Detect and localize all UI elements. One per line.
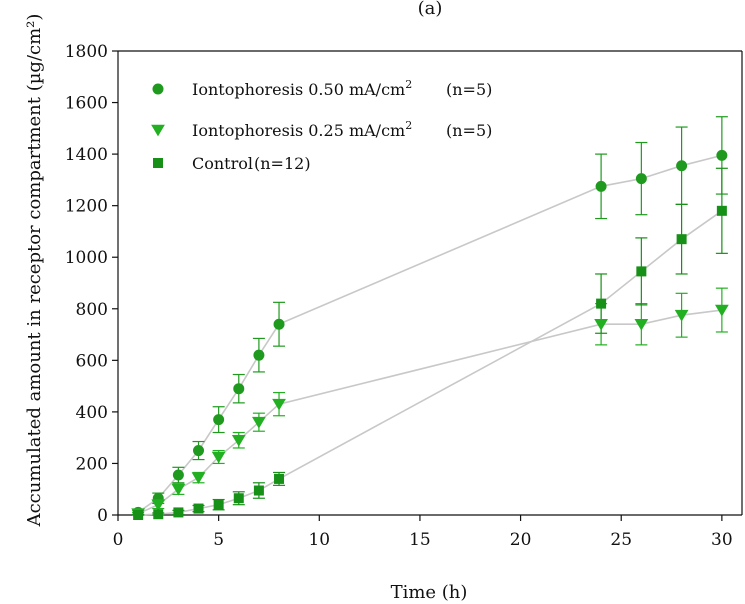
plot-area: 0 5 10 15 20 25 30 0 200 400 600 800 1000 1200 1400 16… <box>65 42 743 550</box>
legend-label-main: Control <box>192 154 253 173</box>
legend: Iontophoresis 0.50 mA/cm2 (n=5)Iontophore… <box>151 78 492 173</box>
y-tick-label: 1400 <box>65 145 108 165</box>
legend-label: Control <box>192 154 253 173</box>
data-point-series-2 <box>191 472 206 485</box>
data-point-series-2 <box>211 451 226 464</box>
data-point-series-1 <box>595 180 607 192</box>
data-point-series-3 <box>716 205 727 216</box>
data-point-series-3 <box>213 499 224 510</box>
data-point-series-1 <box>273 318 285 330</box>
data-point-series-1 <box>676 160 688 172</box>
data-point-series-2 <box>151 499 166 512</box>
y-tick-label: 1600 <box>65 94 108 114</box>
legend-label-superscript: 2 <box>405 119 412 132</box>
y-tick-label: 600 <box>76 351 108 371</box>
data-point-series-2 <box>634 318 649 331</box>
data-point-series-3 <box>133 510 144 520</box>
data-point-series-3 <box>233 493 244 504</box>
data-point-series-2 <box>252 416 266 429</box>
x-axis-ticks: 0 5 10 15 20 25 30 <box>113 515 733 550</box>
data-point-series-1 <box>233 383 245 395</box>
y-tick-label: 0 <box>97 506 108 526</box>
y-tick-label: 1800 <box>65 42 108 62</box>
legend-label-main: Iontophoresis 0.50 mA/cm <box>192 80 405 99</box>
data-point-series-1 <box>253 349 265 361</box>
legend-n-label: (n=12) <box>254 154 311 173</box>
data-point-series-2 <box>231 434 246 447</box>
legend-item: Iontophoresis 0.50 mA/cm2 (n=5) <box>152 78 492 99</box>
legend-n-label: (n=5) <box>446 121 492 140</box>
legend-marker-icon <box>153 158 163 168</box>
data-point-series-1 <box>213 414 225 426</box>
x-tick-label: 0 <box>113 530 124 550</box>
series-line-3 <box>138 210 723 516</box>
series-lines <box>137 154 723 516</box>
data-point-series-3 <box>153 509 164 520</box>
x-tick-label: 30 <box>711 530 733 550</box>
x-tick-label: 25 <box>610 530 632 550</box>
legend-item: Iontophoresis 0.25 mA/cm2 (n=5) <box>151 119 492 140</box>
series-line-1 <box>137 154 723 514</box>
data-point-series-1 <box>635 173 647 185</box>
data-point-series-1 <box>716 149 728 161</box>
x-axis-title: Time (h) <box>391 582 468 603</box>
data-point-series-3 <box>274 473 285 484</box>
data-point-series-2 <box>714 304 729 317</box>
legend-item: Control (n=12) <box>153 154 311 173</box>
data-point-series-2 <box>171 483 186 496</box>
y-tick-label: 200 <box>76 454 108 474</box>
legend-label-superscript: 2 <box>405 78 412 91</box>
x-tick-label: 10 <box>308 530 330 550</box>
legend-n-label: (n=5) <box>446 80 492 99</box>
panel-label: (a) <box>418 0 443 19</box>
data-point-series-3 <box>193 503 204 514</box>
y-axis-ticks: 0 200 400 600 800 1000 1200 1400 1600 1800 <box>65 42 118 526</box>
data-point-series-1 <box>172 469 184 481</box>
y-tick-label: 400 <box>76 403 108 423</box>
x-tick-label: 20 <box>510 530 532 550</box>
data-point-series-1 <box>193 445 205 457</box>
legend-marker-icon <box>152 83 164 95</box>
data-point-series-2 <box>594 318 608 331</box>
data-markers <box>131 149 729 521</box>
legend-marker-icon <box>151 124 165 137</box>
data-point-series-3 <box>173 507 184 518</box>
y-tick-label: 800 <box>76 300 108 320</box>
data-point-series-2 <box>674 309 689 322</box>
data-point-series-3 <box>676 234 687 245</box>
data-point-series-2 <box>272 398 286 411</box>
x-tick-label: 5 <box>213 530 224 550</box>
data-point-series-3 <box>636 266 647 277</box>
data-point-series-3 <box>253 485 264 496</box>
y-tick-label: 1000 <box>65 248 108 268</box>
data-point-series-3 <box>596 298 607 309</box>
y-tick-label: 1200 <box>65 197 108 217</box>
legend-label: Iontophoresis 0.25 mA/cm2 <box>192 119 412 140</box>
series-line-2 <box>137 309 723 515</box>
x-tick-label: 15 <box>409 530 431 550</box>
legend-label-main: Iontophoresis 0.25 mA/cm <box>192 121 405 140</box>
y-axis-title: Accumulated amount in receptor compartme… <box>24 14 45 528</box>
legend-label: Iontophoresis 0.50 mA/cm2 <box>192 78 412 99</box>
